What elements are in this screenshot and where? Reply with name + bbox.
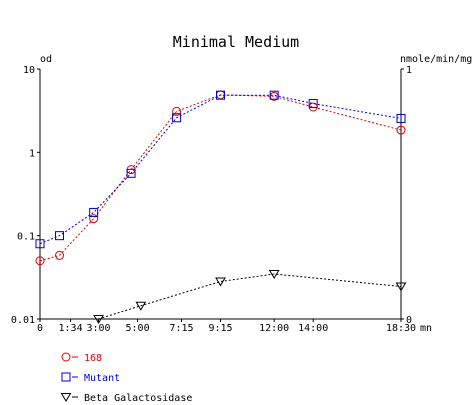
- data-point-1: [216, 90, 225, 100]
- data-point-0: [396, 125, 406, 135]
- y-left-tick-label: 0.01: [11, 315, 35, 326]
- left-axis-label: od: [40, 54, 52, 65]
- x-tick-label: 3:00: [86, 323, 110, 334]
- legend-label: Beta Galactosidase: [84, 393, 192, 404]
- legend-marker: [60, 393, 72, 402]
- data-point-1: [55, 231, 65, 241]
- y-left-tick-label: 1: [29, 148, 35, 159]
- legend-marker: [61, 372, 71, 382]
- series-line-1: [39, 94, 402, 245]
- y-left-tick-label: 0.1: [17, 232, 35, 243]
- data-point-1: [308, 99, 318, 109]
- x-tick-label: 5:00: [126, 323, 150, 334]
- data-point-2: [268, 270, 280, 279]
- data-point-2: [395, 282, 407, 292]
- data-point-0: [89, 214, 99, 224]
- data-point-1: [126, 168, 136, 178]
- data-point-1: [396, 113, 406, 123]
- data-point-2: [135, 301, 147, 311]
- data-point-0: [55, 250, 65, 260]
- data-point-0: [172, 106, 182, 116]
- x-tick-label: 18:30: [386, 323, 416, 334]
- data-point-0: [308, 102, 318, 112]
- x-tick-label: 14:00: [298, 323, 328, 334]
- data-point-2: [93, 315, 104, 324]
- data-point-2: [215, 277, 226, 287]
- x-tick-label: 12:00: [259, 323, 289, 334]
- data-point-1: [269, 90, 279, 100]
- legend-marker: [61, 352, 71, 362]
- series-layer: [35, 90, 407, 324]
- y-right-tick-label: 0: [406, 315, 412, 326]
- x-tick-label: 7:15: [169, 323, 193, 334]
- x-tick-label: 0: [37, 323, 43, 334]
- legend-label: 168: [84, 353, 102, 364]
- legend-label: Mutant: [84, 373, 120, 384]
- x-tick-label: 1:34: [59, 323, 83, 334]
- data-point-1: [35, 239, 45, 249]
- data-point-1: [172, 113, 182, 123]
- data-point-1: [89, 207, 99, 217]
- y-right-tick-label: 1: [406, 65, 412, 76]
- series-line-0: [39, 94, 402, 262]
- right-axis-label: nmole/min/mg: [400, 54, 472, 65]
- chart-title: Minimal Medium: [173, 33, 299, 51]
- y-left-tick-label: 10: [23, 65, 35, 76]
- series-line-2: [98, 273, 402, 320]
- x-unit-label: mn: [420, 323, 432, 334]
- data-point-0: [35, 256, 45, 266]
- x-tick-label: 9:15: [208, 323, 232, 334]
- legend: 168 Mutant Beta Galactosidase: [60, 352, 192, 404]
